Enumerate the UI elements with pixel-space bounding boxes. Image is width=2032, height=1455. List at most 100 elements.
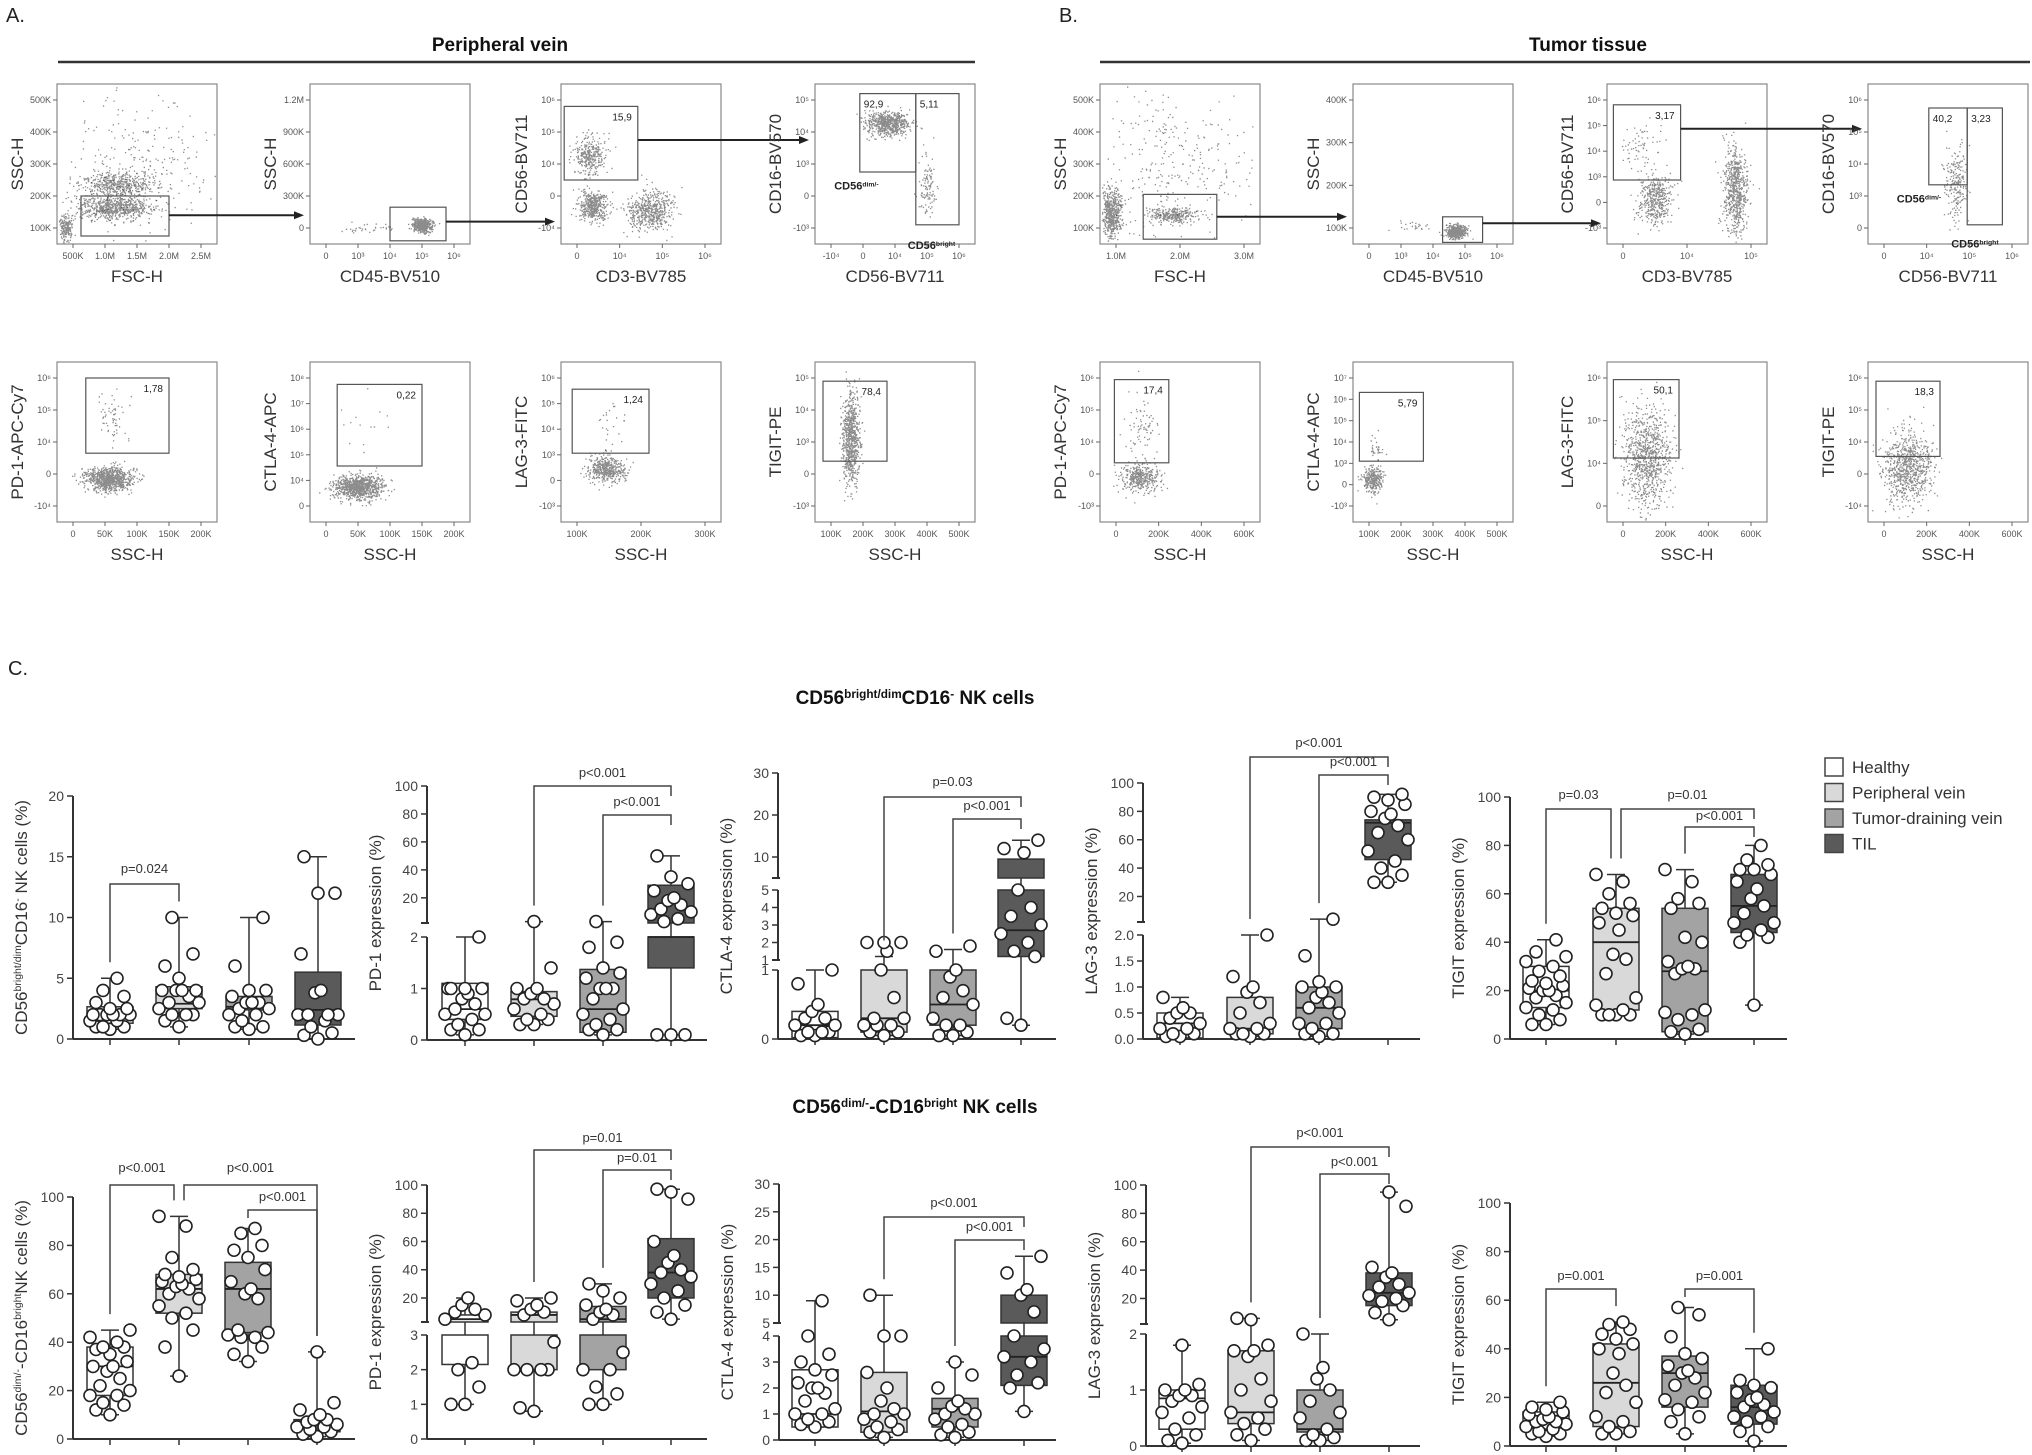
data-point <box>1003 1381 1017 1395</box>
arrowhead-icon <box>799 136 809 144</box>
x-axis-label: FSC-H <box>1154 267 1206 286</box>
y-tick-label: 80 <box>48 1237 64 1253</box>
data-point <box>242 1022 256 1037</box>
data-point <box>1695 935 1709 950</box>
data-point <box>948 1355 962 1369</box>
data-point <box>1599 966 1613 981</box>
gate-percentage: 5,11 <box>920 100 939 111</box>
data-point <box>932 1028 946 1043</box>
x-tick-label: 200K <box>1916 529 1937 539</box>
p-value-label: p<0.001 <box>579 765 626 780</box>
data-point <box>1024 1355 1038 1369</box>
data-point <box>123 1383 137 1398</box>
box <box>647 936 695 969</box>
x-tick-label: 0 <box>323 529 328 539</box>
y-tick-label: 80 <box>1118 803 1134 819</box>
x-tick-label: 10⁶ <box>952 251 966 261</box>
y-tick-label: 0 <box>46 469 51 479</box>
data-point <box>822 1347 836 1361</box>
y-tick-label: 400K <box>1326 95 1347 105</box>
y-tick-label: 10⁴ <box>290 475 304 485</box>
data-point <box>1592 1342 1606 1356</box>
y-tick-label: 10 <box>754 1287 770 1303</box>
data-point <box>603 1012 617 1027</box>
flow-plot: 17,4 0 200K 400K 600K -10³ 0 10⁴ 10⁵ 10⁶ SSC-H PD-1… <box>1051 361 1261 564</box>
data-point <box>1592 916 1606 930</box>
x-tick-label: 50K <box>350 529 366 539</box>
y-axis-label: CD56dim/--CD16brightNK cells (%) <box>12 1200 31 1436</box>
x-tick-label: 600K <box>2001 529 2022 539</box>
y-tick-label: 40 <box>1485 934 1501 950</box>
arrowhead-icon <box>1852 124 1862 133</box>
data-point <box>1399 1199 1413 1214</box>
data-point <box>1230 1428 1244 1442</box>
gate <box>1441 216 1484 244</box>
box-group <box>152 1209 206 1383</box>
y-tick-label: 100 <box>1114 1177 1138 1193</box>
data-point <box>179 1007 193 1022</box>
data-point <box>537 991 551 1006</box>
y-tick-label: 40 <box>1118 860 1134 876</box>
data-point <box>1737 906 1751 920</box>
data-point <box>547 1335 561 1349</box>
data-point <box>948 1430 962 1445</box>
x-tick-label: 10³ <box>1394 251 1407 261</box>
data-point <box>1629 991 1643 1005</box>
significance-bracket <box>883 796 1022 941</box>
data-point <box>1619 952 1633 966</box>
data-point <box>527 914 541 929</box>
data-point <box>1664 1414 1678 1429</box>
data-point <box>1767 916 1781 930</box>
y-tick-label: 60 <box>48 1286 64 1302</box>
gate-percentage: 40,2 <box>1933 114 1953 125</box>
data-point <box>1553 1395 1567 1410</box>
y-axis-label: TIGIT expression (%) <box>1449 837 1468 998</box>
data-point <box>1264 1394 1278 1408</box>
data-point <box>684 1270 698 1284</box>
data-point <box>965 1368 979 1382</box>
data-point <box>152 1299 166 1313</box>
p-value-label: p=0.001 <box>1557 1268 1604 1283</box>
flow-event-cluster <box>319 469 395 507</box>
y-tick-label: 500K <box>1073 95 1094 105</box>
panel-a-label: A. <box>6 5 25 27</box>
data-point <box>534 1362 548 1377</box>
data-point <box>1747 862 1761 877</box>
data-point <box>664 1028 678 1042</box>
y-tick-label: 1.0 <box>1115 979 1135 995</box>
text-run: CD56 <box>1951 239 1979 251</box>
box-group <box>290 1345 344 1444</box>
y-tick-label: 10⁵ <box>1848 127 1862 137</box>
y-tick-label: 0 <box>1596 501 1601 511</box>
data-point <box>1028 949 1042 964</box>
data-point <box>997 841 1011 856</box>
data-point <box>596 1028 610 1042</box>
data-point <box>1733 862 1747 877</box>
data-point <box>1730 1385 1744 1400</box>
gate <box>85 377 170 454</box>
data-point <box>654 1265 668 1280</box>
plot-frame <box>1867 361 2029 523</box>
x-tick-label: 10⁵ <box>1744 251 1758 261</box>
y-tick-label: 10⁴ <box>37 437 51 447</box>
legend-item: TIL <box>1824 833 1877 854</box>
superscript-text: dim/- <box>862 181 878 188</box>
y-tick-label: 400K <box>1073 127 1094 137</box>
y-axis-label: LAG-3-FITC <box>1558 396 1577 489</box>
y-tick-label: 20 <box>1121 1290 1137 1306</box>
data-point <box>1392 1277 1406 1292</box>
x-tick-label: 1.0M <box>95 251 115 261</box>
data-point <box>1017 1404 1031 1419</box>
data-point <box>248 1330 262 1345</box>
flow-event-cluster <box>341 221 393 234</box>
box-group <box>1223 928 1277 1044</box>
y-tick-label: 0 <box>761 1031 769 1047</box>
data-point <box>1681 1363 1695 1378</box>
y-tick-label: 100 <box>1478 789 1502 805</box>
data-point <box>613 966 627 980</box>
box-plot-chart: 0.0 0.5 1.0 1.5 2.0 20 40 60 80 100 LAG-3 expressi… <box>1082 735 1420 1047</box>
y-tick-label: 10³ <box>796 437 809 447</box>
flow-event-cluster <box>1357 459 1387 505</box>
data-point <box>1623 1424 1637 1439</box>
box-group <box>644 849 698 1042</box>
